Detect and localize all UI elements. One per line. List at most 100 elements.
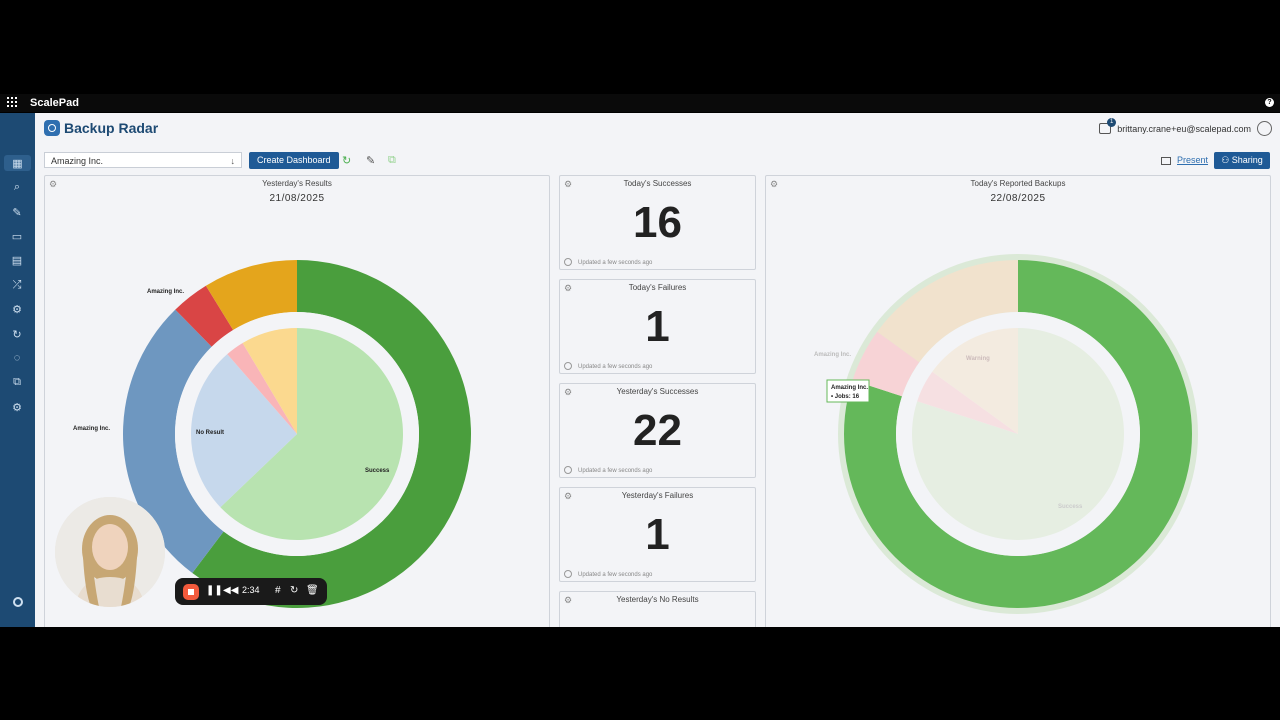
tooltip-box — [826, 379, 870, 403]
yesterday-results-panel: ⚙ Yesterday's Results 21/08/2025 Amazing… — [44, 175, 550, 627]
stat-updated: Updated a few seconds ago — [578, 364, 653, 370]
panel-title: Yesterday's Results — [262, 179, 332, 188]
rewind-icon[interactable]: ◀◀ — [223, 585, 239, 596]
stat-value: 22 — [633, 406, 682, 455]
outer-slice-label: Amazing Inc. — [73, 426, 110, 432]
settings-icon[interactable]: ⚙ — [12, 401, 22, 414]
outer-slice[interactable] — [192, 260, 471, 608]
panel-settings-icon[interactable]: ⚙ — [770, 179, 779, 189]
clock-icon — [564, 570, 572, 578]
stat-card: ⚙ Yesterday's No Results — [559, 591, 756, 627]
report-icon[interactable]: ▤ — [11, 254, 23, 267]
inner-slice-label: Success — [1058, 504, 1083, 510]
card-settings-icon[interactable]: ⚙ — [564, 179, 573, 189]
card-settings-icon[interactable]: ⚙ — [564, 387, 573, 397]
inner-slice[interactable] — [190, 354, 297, 508]
chart-tooltip — [826, 379, 870, 403]
help-icon[interactable]: ? — [1265, 98, 1274, 107]
sharing-label: Sharing — [1231, 155, 1263, 165]
card-settings-icon[interactable]: ⚙ — [564, 283, 573, 293]
inner-slice[interactable] — [220, 328, 403, 540]
clock-icon — [564, 466, 572, 474]
integrations-icon[interactable]: ⧉ — [13, 375, 21, 388]
user-email[interactable]: brittany.crane+eu@scalepad.com — [1117, 123, 1251, 134]
apps-grid-icon[interactable] — [7, 97, 17, 107]
dashboard-icon[interactable]: ▦ — [4, 155, 31, 171]
present-label: Present — [1177, 155, 1209, 165]
card-settings-icon[interactable]: ⚙ — [564, 491, 573, 501]
scalepad-topbar: ScalePad ? — [0, 94, 1280, 112]
sync-icon[interactable]: ↻ — [12, 328, 22, 341]
stat-title: Today's Failures — [628, 283, 687, 292]
stat-updated: Updated a few seconds ago — [578, 468, 653, 474]
today-reported-chart: Amazing Inc. Warning Success Amazing Inc. • … — [814, 254, 1198, 614]
stat-title: Yesterday's Successes — [616, 387, 699, 396]
outer-slice-label: Amazing Inc. — [814, 352, 851, 358]
panel-date: 22/08/2025 — [990, 193, 1046, 204]
inner-slice[interactable] — [227, 343, 297, 434]
refresh-icon[interactable]: ↻ — [342, 155, 352, 167]
edit-icon[interactable]: ✎ — [366, 155, 376, 167]
backup-radar-logo-icon — [44, 120, 60, 136]
gear-icon[interactable]: ⚙ — [12, 303, 22, 316]
wrench-icon[interactable]: ✎ — [12, 206, 22, 219]
outer-slice-label: Amazing Inc. — [147, 289, 184, 295]
chat-icon[interactable]: ◌ — [13, 352, 21, 364]
notifications-icon[interactable]: 1 — [1099, 118, 1117, 134]
webcam-bubble — [55, 497, 165, 607]
stat-title: Today's Successes — [623, 179, 692, 188]
trash-icon[interactable]: 🗑 — [306, 585, 319, 596]
dashboard-toolbar: Amazing Inc. ↓ Create Dashboard ↻ ✎ ⧉ Pr… — [35, 151, 1280, 171]
stat-updated: Updated a few seconds ago — [578, 260, 653, 266]
panel-settings-icon[interactable]: ⚙ — [49, 179, 58, 189]
outer-slice[interactable] — [844, 260, 1192, 608]
copy-icon[interactable]: ⧉ — [388, 154, 396, 166]
card-icon[interactable]: ▭ — [11, 230, 23, 243]
sharing-icon: ⚇ — [1221, 155, 1232, 165]
search-icon[interactable]: ⌕ — [13, 180, 21, 193]
stat-title: Yesterday's Failures — [621, 491, 694, 500]
outer-slice[interactable] — [175, 285, 234, 347]
clock-icon — [564, 258, 572, 266]
panel-title: Today's Reported Backups — [970, 179, 1066, 188]
outer-slice[interactable] — [205, 260, 297, 331]
today-reported-panel: ⚙ Today's Reported Backups 22/08/2025 Am… — [765, 175, 1271, 627]
notification-badge: 1 — [1107, 118, 1117, 127]
inner-slice[interactable] — [932, 328, 1018, 434]
company-select-value: Amazing Inc. — [51, 156, 104, 166]
recording-time: 2:34 — [242, 585, 260, 595]
pause-icon[interactable]: ❚❚ — [206, 585, 223, 596]
stat-value: 16 — [633, 198, 682, 247]
main-content: Backup Radar 1 brittany.crane+eu@scalepa… — [35, 113, 1280, 627]
theme-toggle-icon[interactable] — [13, 597, 23, 607]
card-settings-icon[interactable]: ⚙ — [564, 595, 573, 605]
user-avatar-icon[interactable] — [1257, 121, 1272, 136]
stat-value: 1 — [645, 510, 670, 559]
grid-icon[interactable]: # — [275, 585, 281, 596]
outer-slice[interactable] — [877, 260, 1018, 363]
shuffle-icon[interactable]: ⤮ — [12, 278, 22, 291]
stat-card: ⚙ Yesterday's Failures 1 Updated a few s… — [559, 487, 756, 582]
inner-slice[interactable] — [242, 328, 297, 434]
app-name: Backup Radar — [64, 120, 159, 136]
backup-radar-logo[interactable]: Backup Radar — [44, 120, 158, 136]
inner-slice[interactable] — [917, 371, 1018, 434]
restart-icon[interactable]: ↻ — [290, 585, 299, 596]
present-link[interactable]: Present — [1161, 155, 1208, 165]
company-select[interactable]: Amazing Inc. ↓ — [44, 152, 242, 168]
scalepad-logo[interactable]: ScalePad — [30, 97, 79, 109]
inner-slice-label: No Result — [196, 430, 224, 436]
outer-slice[interactable] — [122, 309, 224, 573]
sidebar: ▦ ⌕ ✎ ▭ ▤ ⤮ ⚙ ↻ ◌ ⧉ ⚙ — [0, 113, 35, 627]
tooltip-line: Amazing Inc. — [831, 385, 868, 391]
inner-slice-label: Success — [365, 468, 390, 474]
stat-value: 1 — [645, 302, 670, 351]
create-dashboard-button[interactable]: Create Dashboard — [249, 152, 339, 169]
app-header: Backup Radar 1 brittany.crane+eu@scalepa… — [35, 113, 1280, 143]
stat-card: ⚙ Yesterday's Successes 22 Updated a few… — [559, 383, 756, 478]
yesterday-results-chart: Amazing Inc. Amazing Inc. No Result Success — [73, 260, 471, 608]
tooltip-line: • Jobs: 16 — [831, 394, 860, 400]
stop-recording-button[interactable] — [183, 584, 199, 600]
stat-card: ⚙ Today's Failures 1 Updated a few secon… — [559, 279, 756, 374]
sharing-button[interactable]: ⚇ Sharing — [1214, 152, 1270, 169]
